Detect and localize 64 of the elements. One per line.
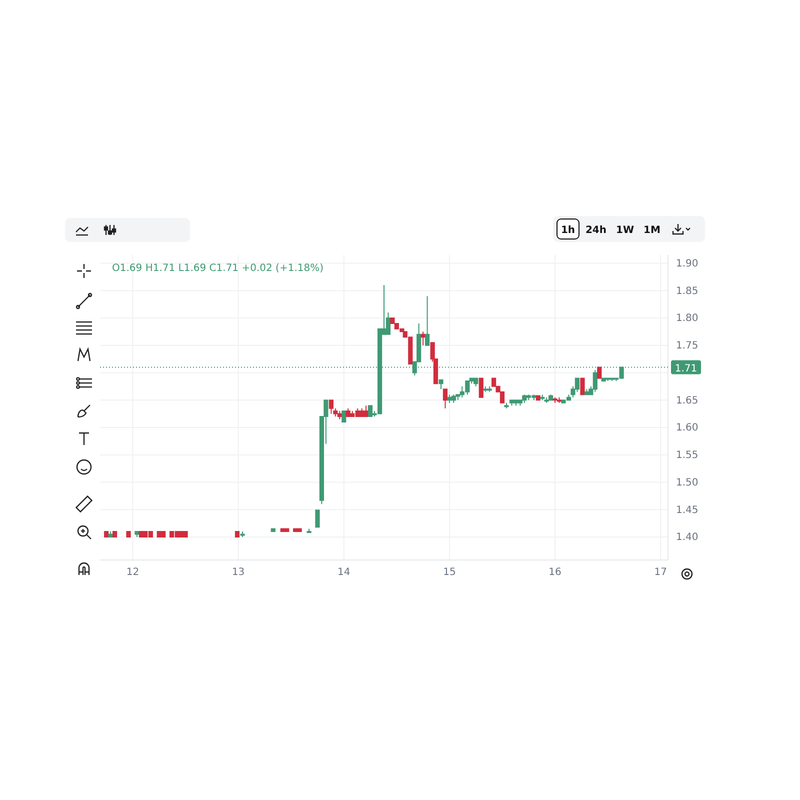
candlestick	[540, 394, 545, 401]
ref-line-label: 1.71	[674, 363, 698, 374]
candlestick	[297, 528, 302, 532]
candlestick	[364, 405, 368, 418]
candlestick	[315, 509, 320, 528]
y-tick-label: 1.45	[676, 504, 698, 516]
candlestick	[474, 378, 478, 387]
y-tick-label: 1.60	[676, 422, 698, 434]
candlestick	[234, 531, 240, 538]
candlestick	[112, 531, 118, 538]
candlestick	[487, 386, 492, 392]
candlestick	[134, 531, 140, 538]
y-tick-label: 1.75	[676, 340, 698, 352]
candlestick	[240, 531, 245, 538]
y-tick-label: 1.90	[676, 258, 698, 270]
candlestick	[504, 402, 509, 409]
candlestick	[420, 331, 426, 346]
candlestick	[536, 395, 540, 401]
y-tick-label: 1.85	[676, 286, 698, 297]
candlestick	[514, 400, 518, 406]
candlestick	[556, 396, 562, 404]
candlestick	[126, 531, 131, 538]
x-tick-label: 15	[443, 567, 456, 578]
annotation: O1.69 H1.71 L1.69 C1.71 +0.02 (+1.18%)	[112, 263, 324, 274]
text: 1M	[644, 225, 660, 236]
candlestick	[580, 378, 585, 396]
candlestick	[161, 531, 166, 538]
candlestick	[552, 396, 558, 404]
candlestick	[442, 388, 448, 409]
x-tick-label: 13	[232, 567, 245, 578]
candlestick	[544, 396, 549, 404]
y-tick-label: 1.40	[676, 532, 698, 544]
candlestick	[606, 378, 610, 382]
text: 24h	[585, 225, 607, 236]
candlestick	[424, 296, 430, 346]
x-tick-label: 14	[338, 567, 350, 578]
candlestick	[183, 531, 188, 538]
candlestick	[478, 378, 484, 398]
candlestick	[483, 386, 488, 392]
y-tick-label: 1.65	[676, 395, 698, 406]
candlestick	[438, 379, 444, 390]
y-tick-label: 1.50	[676, 477, 698, 488]
candlestick	[610, 378, 614, 382]
text: 1h	[560, 225, 576, 236]
candlestick	[270, 528, 276, 532]
candlestick	[360, 408, 364, 418]
x-tick-label: 12	[126, 567, 140, 578]
candlestick	[522, 394, 527, 404]
candlestick	[451, 394, 456, 404]
candlestick	[306, 528, 312, 534]
x-tick-label: 17	[654, 567, 667, 578]
candlestick	[447, 394, 452, 404]
y-tick-label: 1.55	[676, 450, 698, 462]
candlestick	[284, 528, 290, 532]
y-tick-label: 1.80	[676, 313, 698, 324]
text: 1W	[616, 225, 634, 236]
candlestick	[342, 410, 346, 423]
candlestick	[509, 400, 514, 406]
candlestick	[328, 400, 334, 414]
candlestick	[104, 531, 109, 538]
x-tick-label: 16	[548, 567, 562, 578]
candlestick	[548, 394, 554, 401]
candlestick	[337, 410, 342, 420]
candlestick	[601, 378, 606, 382]
